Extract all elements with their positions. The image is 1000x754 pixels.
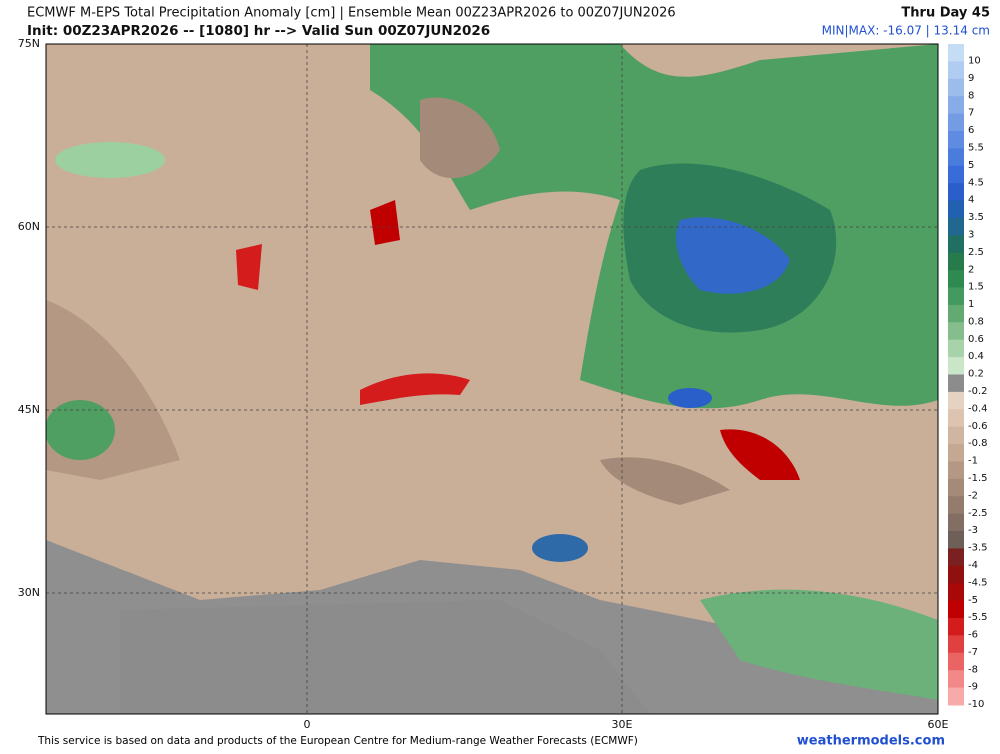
lat-label: 30N	[18, 586, 40, 599]
colorbar-label: 10	[968, 56, 981, 67]
colorbar-swatch	[948, 287, 964, 306]
colorbar-swatch	[948, 635, 964, 654]
colorbar-label: -3.5	[968, 543, 988, 554]
colorbar-swatch	[948, 548, 964, 567]
lon-label: 0	[304, 718, 311, 731]
lat-label: 60N	[18, 220, 40, 233]
colorbar-swatch	[948, 409, 964, 428]
colorbar-swatch	[948, 426, 964, 445]
colorbar-swatch	[948, 200, 964, 219]
colorbar-label: 3	[968, 229, 974, 240]
colorbar-label: -7	[968, 647, 978, 658]
colorbar-label: 4.5	[968, 177, 984, 188]
colorbar-swatch	[948, 687, 964, 706]
colorbar-label: 9	[968, 73, 974, 84]
colorbar-swatch	[948, 357, 964, 375]
colorbar-label: -9	[968, 682, 978, 693]
colorbar-swatch	[948, 652, 964, 671]
colorbar-label: -1	[968, 456, 978, 467]
colorbar-label: 7	[968, 108, 974, 119]
colorbar-swatch	[948, 496, 964, 515]
colorbar-label: 5	[968, 160, 974, 171]
colorbar-swatch	[948, 217, 964, 236]
colorbar: 10 9 8 7 6 5.5 5 4.5 4 3.5 3 2.5 2 1.5 1 0.8 0.6 0.4 0.2 -0…	[948, 44, 988, 710]
colorbar-swatch	[948, 165, 964, 184]
colorbar-label: -6	[968, 630, 978, 641]
colorbar-label: -2	[968, 490, 978, 501]
colorbar-label: 3.5	[968, 212, 984, 223]
colorbar-label: -4	[968, 560, 978, 571]
colorbar-swatch	[948, 339, 964, 358]
lat-label: 45N	[18, 403, 40, 416]
colorbar-label: -0.8	[968, 438, 988, 449]
colorbar-swatch	[948, 252, 964, 271]
colorbar-label: -1.5	[968, 473, 988, 484]
colorbar-label: 0.8	[968, 316, 984, 327]
colorbar-swatch	[948, 235, 964, 254]
lat-labels: 75N 60N 45N 30N	[18, 37, 40, 599]
lon-label: 30E	[612, 718, 633, 731]
colorbar-swatch	[948, 461, 964, 480]
colorbar-swatch	[948, 304, 964, 323]
site-link[interactable]: weathermodels.com	[797, 734, 945, 749]
period: Thru Day 45	[901, 6, 990, 21]
credit: This service is based on data and produc…	[37, 735, 638, 747]
colorbar-swatch	[948, 322, 964, 341]
colorbar-swatch	[948, 531, 964, 549]
colorbar-swatch	[948, 44, 964, 62]
colorbar-swatch	[948, 583, 964, 602]
colorbar-label: -10	[968, 699, 984, 710]
lon-labels: 0 30E 60E	[304, 718, 949, 731]
minmax: MIN|MAX: -16.07 | 13.14 cm	[822, 24, 990, 38]
colorbar-label: 4	[968, 195, 974, 206]
colorbar-label: -3	[968, 525, 978, 536]
colorbar-swatch	[948, 618, 964, 636]
colorbar-swatch	[948, 78, 964, 97]
colorbar-label: 0.2	[968, 369, 984, 380]
map	[45, 43, 939, 715]
colorbar-label: -0.4	[968, 403, 988, 414]
colorbar-swatch	[948, 478, 964, 497]
colorbar-swatch	[948, 444, 964, 462]
colorbar-label: 1.5	[968, 282, 984, 293]
colorbar-swatch	[948, 61, 964, 80]
colorbar-swatch	[948, 113, 964, 132]
colorbar-label: 2.5	[968, 247, 984, 258]
colorbar-label: 8	[968, 90, 974, 101]
colorbar-label: -4.5	[968, 577, 988, 588]
colorbar-swatch	[948, 130, 964, 149]
colorbar-swatch	[948, 391, 964, 410]
colorbar-label: -5	[968, 595, 978, 606]
lat-label: 75N	[18, 37, 40, 50]
colorbar-label: 2	[968, 264, 974, 275]
colorbar-swatch	[948, 148, 964, 167]
colorbar-label: 5.5	[968, 142, 984, 153]
colorbar-label: 6	[968, 125, 974, 136]
colorbar-swatch	[948, 565, 964, 584]
lon-label: 60E	[928, 718, 949, 731]
subtitle: Init: 00Z23APR2026 -- [1080] hr --> Vali…	[27, 23, 490, 39]
colorbar-swatch	[948, 374, 964, 393]
colorbar-label: 1	[968, 299, 974, 310]
colorbar-swatch	[948, 600, 964, 619]
colorbar-swatch	[948, 670, 964, 689]
colorbar-label: -5.5	[968, 612, 988, 623]
colorbar-swatch	[948, 183, 964, 202]
colorbar-label: 0.6	[968, 334, 984, 345]
colorbar-label: -0.2	[968, 386, 988, 397]
colorbar-label: -2.5	[968, 508, 988, 519]
colorbar-label: -0.6	[968, 421, 988, 432]
colorbar-swatch	[948, 513, 964, 532]
colorbar-label: -8	[968, 664, 978, 675]
colorbar-swatch	[948, 270, 964, 289]
title: ECMWF M-EPS Total Precipitation Anomaly …	[27, 6, 676, 21]
colorbar-swatch	[948, 96, 964, 115]
colorbar-label: 0.4	[968, 351, 984, 362]
